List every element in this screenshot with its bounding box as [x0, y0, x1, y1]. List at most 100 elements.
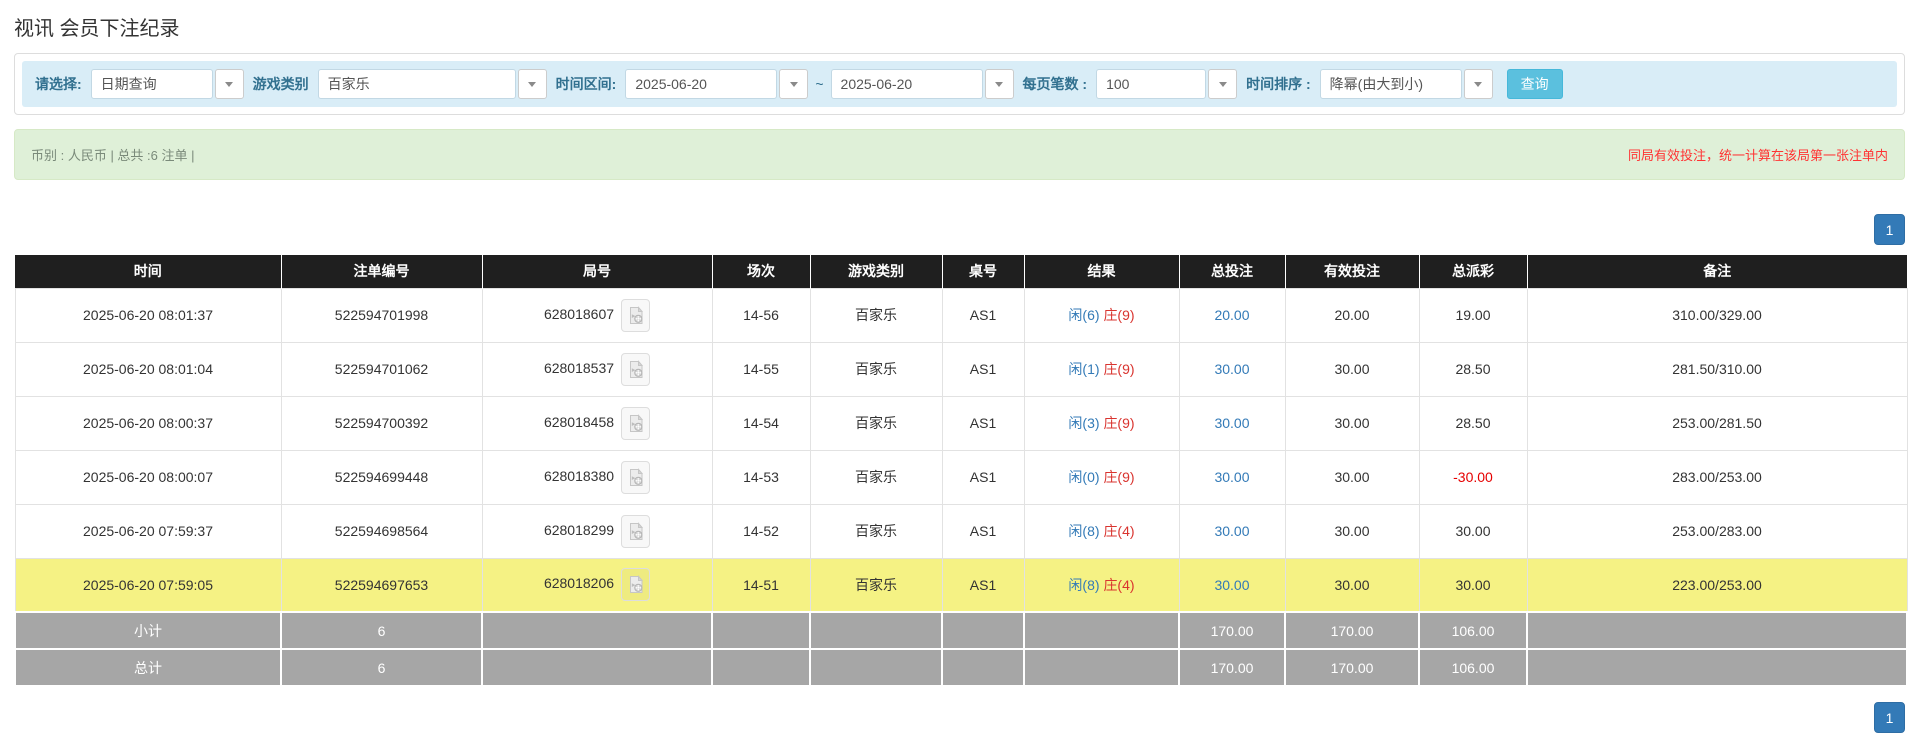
- filter-label-game-type: 游戏类别: [252, 76, 309, 92]
- cell-time: 2025-06-20 08:01:37: [14, 287, 282, 343]
- total-bet-link[interactable]: 30.00: [1214, 361, 1250, 377]
- empty-cell: [809, 648, 943, 687]
- result-banker: 庄(9): [1103, 469, 1135, 485]
- column-header-9: 总派彩: [1419, 255, 1528, 288]
- table-row[interactable]: 2025-06-20 07:59:37 522594698564 628018299…: [14, 503, 1908, 559]
- cell-payout: 30.00: [1418, 503, 1528, 559]
- cell-result: 闲(8) 庄(4): [1023, 557, 1180, 613]
- cell-valid-bet: 30.00: [1284, 503, 1420, 559]
- total-bet-link[interactable]: 30.00: [1214, 469, 1250, 485]
- table-row[interactable]: 2025-06-20 08:00:07 522594699448 628018380…: [14, 449, 1908, 505]
- page-size-input[interactable]: [1096, 69, 1207, 99]
- page-button-1[interactable]: 1: [1874, 702, 1905, 733]
- total-row: 总计 6 170.00 170.00 106.00: [14, 648, 1908, 687]
- cell-valid-bet: 20.00: [1284, 287, 1420, 343]
- total-bet-link[interactable]: 30.00: [1214, 576, 1250, 593]
- cell-payout: 30.00: [1418, 557, 1528, 613]
- filter-label-time-range: 时间区间:: [555, 76, 617, 92]
- cell-remark: 223.00/253.00: [1526, 557, 1908, 613]
- empty-cell: [1526, 648, 1908, 687]
- cell-game-type: 百家乐: [809, 287, 943, 343]
- round-id-text: 628018206: [543, 575, 615, 592]
- table-row[interactable]: 2025-06-20 08:00:37 522594700392 628018458…: [14, 395, 1908, 451]
- table-row[interactable]: 2025-06-20 08:01:04 522594701062 628018537…: [14, 341, 1908, 397]
- video-replay-button[interactable]: [621, 352, 651, 386]
- cell-remark: 283.00/253.00: [1526, 449, 1908, 505]
- cell-session: 14-53: [711, 449, 811, 505]
- page-size-dropdown-button[interactable]: [1208, 69, 1238, 99]
- cell-total-bet: 30.00: [1178, 395, 1286, 451]
- total-bet-link[interactable]: 30.00: [1214, 523, 1250, 539]
- video-record-icon: [628, 413, 644, 433]
- cell-valid-bet: 30.00: [1284, 557, 1420, 613]
- result-player: 闲(8): [1068, 523, 1100, 539]
- cell-total-bet: 30.00: [1178, 557, 1286, 613]
- total-label: 总计: [14, 648, 282, 687]
- result-player: 闲(1): [1068, 361, 1100, 377]
- video-replay-button[interactable]: [621, 406, 651, 440]
- result-banker: 庄(9): [1103, 361, 1135, 377]
- time-sort-dropdown-button[interactable]: [1463, 69, 1493, 99]
- round-id-text: 628018380: [543, 467, 615, 484]
- table-body: 2025-06-20 08:01:37 522594701998 628018607…: [14, 287, 1908, 613]
- cell-result: 闲(1) 庄(9): [1023, 341, 1180, 397]
- column-header-8: 有效投注: [1285, 255, 1420, 288]
- select-type-input[interactable]: [90, 69, 213, 99]
- empty-cell: [941, 648, 1025, 687]
- video-record-icon: [628, 305, 644, 325]
- cell-table-no: AS1: [941, 449, 1025, 505]
- video-record-icon: [628, 359, 644, 379]
- date-from-input[interactable]: [625, 69, 778, 99]
- cell-table-no: AS1: [941, 503, 1025, 559]
- cell-valid-bet: 30.00: [1284, 395, 1420, 451]
- cell-table-no: AS1: [941, 557, 1025, 613]
- round-id-text: 628018537: [543, 359, 615, 376]
- column-header-2: 局号: [482, 255, 713, 288]
- betting-records-table: 时间 注单编号 局号 场次 游戏类别 桌号 结果 总投注 有效投注 总派彩 备注 2025-06-2…: [14, 255, 1908, 687]
- date-to-input[interactable]: [830, 69, 983, 99]
- date-from-combobox: [625, 69, 809, 99]
- table-row[interactable]: 2025-06-20 08:01:37 522594701998 628018607…: [14, 287, 1908, 343]
- select-type-dropdown-button[interactable]: [214, 69, 244, 99]
- result-player: 闲(8): [1068, 576, 1100, 593]
- cell-total-bet: 20.00: [1178, 287, 1286, 343]
- empty-cell: [809, 611, 943, 650]
- subtotal-payout: 106.00: [1418, 611, 1528, 650]
- search-button[interactable]: 查询: [1506, 69, 1563, 99]
- chevron-down-icon: [225, 81, 234, 87]
- total-bet-link[interactable]: 20.00: [1214, 307, 1250, 323]
- game-type-input[interactable]: [317, 69, 516, 99]
- total-payout: 106.00: [1418, 648, 1528, 687]
- game-type-dropdown-button[interactable]: [517, 69, 547, 99]
- result-player: 闲(6): [1068, 307, 1100, 323]
- page-button-1[interactable]: 1: [1874, 214, 1905, 245]
- empty-cell: [481, 611, 713, 650]
- table-row[interactable]: 2025-06-20 07:59:05 522594697653 628018206…: [14, 557, 1908, 613]
- date-from-dropdown-button[interactable]: [779, 69, 809, 99]
- empty-cell: [711, 611, 811, 650]
- total-bet-link[interactable]: 30.00: [1214, 415, 1250, 431]
- video-replay-button[interactable]: [621, 460, 651, 494]
- summary-text: 币别 : 人民币 | 总共 :6 注单 |: [31, 148, 195, 163]
- date-to-dropdown-button[interactable]: [984, 69, 1014, 99]
- cell-total-bet: 30.00: [1178, 449, 1286, 505]
- cell-session: 14-51: [711, 557, 811, 613]
- cell-game-type: 百家乐: [809, 449, 943, 505]
- page-size-combobox: [1096, 69, 1238, 99]
- time-sort-input[interactable]: [1319, 69, 1462, 99]
- cell-round-id: 628018458: [481, 395, 713, 451]
- subtotal-label: 小计: [14, 611, 282, 650]
- column-header-7: 总投注: [1179, 255, 1286, 288]
- video-replay-button[interactable]: [621, 298, 651, 332]
- empty-cell: [941, 611, 1025, 650]
- page-title: 视讯 会员下注纪录: [14, 18, 180, 40]
- summary-warning-text: 同局有效投注，统一计算在该局第一张注单内: [1627, 148, 1888, 163]
- video-replay-button[interactable]: [621, 568, 651, 602]
- column-header-1: 注单编号: [281, 255, 483, 288]
- cell-round-id: 628018537: [481, 341, 713, 397]
- result-banker: 庄(9): [1103, 415, 1135, 431]
- video-replay-button[interactable]: [621, 514, 651, 548]
- cell-session: 14-54: [711, 395, 811, 451]
- cell-payout: 28.50: [1418, 341, 1528, 397]
- cell-payout: -30.00: [1418, 449, 1528, 505]
